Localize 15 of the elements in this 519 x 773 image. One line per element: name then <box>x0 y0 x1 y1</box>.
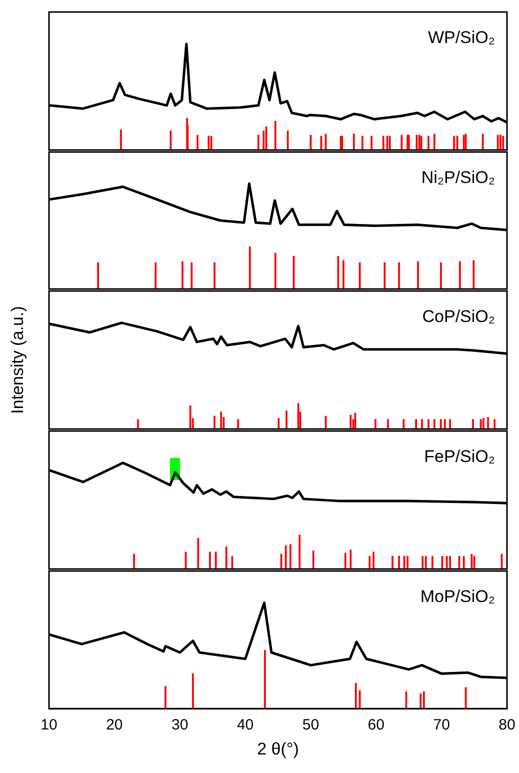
x-tick-label: 60 <box>368 716 384 734</box>
x-axis-title: 2 θ(°) <box>257 739 299 758</box>
annotation: FeP/SiO₂ <box>424 447 495 466</box>
annotation: CoP/SiO₂ <box>422 307 495 326</box>
x-tick-label: 50 <box>302 716 320 734</box>
x-tick-label: 40 <box>236 716 254 734</box>
y-axis-title: Intensity (a.u.) <box>8 305 28 416</box>
annotation: WP/SiO₂ <box>428 28 495 48</box>
annotation: Ni₂P/SiO₂ <box>421 168 495 188</box>
x-tick-label: 20 <box>106 716 123 734</box>
x-tick-label: 70 <box>433 716 450 734</box>
x-tick-label: 30 <box>172 716 188 734</box>
x-tick-label: 80 <box>498 716 516 734</box>
x-tick-label: 10 <box>40 716 58 734</box>
annotation: MoP/SiO₂ <box>420 587 495 606</box>
